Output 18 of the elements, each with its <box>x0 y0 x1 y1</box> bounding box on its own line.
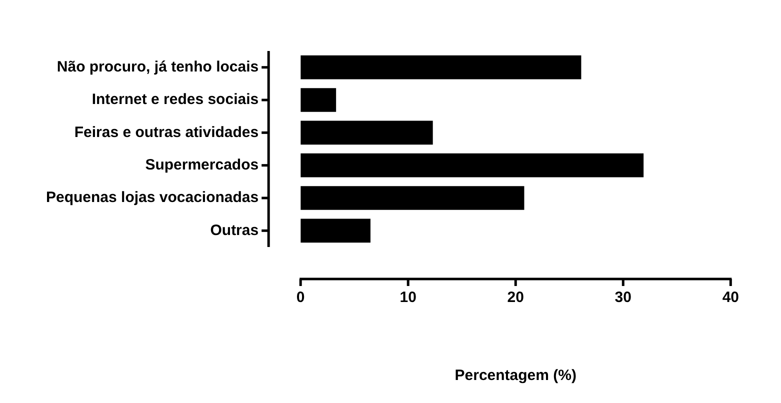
bar <box>300 88 336 112</box>
y-tick-label: Pequenas lojas vocacionadas <box>46 189 259 206</box>
y-tick-label: Feiras e outras atividades <box>74 124 259 141</box>
y-tick-label: Não procuro, já tenho locais <box>56 58 259 76</box>
x-tick-label: 10 <box>400 289 416 306</box>
y-tick-label: Supermercados <box>145 156 259 174</box>
bar <box>300 55 582 80</box>
x-tick-label: 30 <box>614 289 632 306</box>
bar <box>300 186 524 210</box>
bar <box>300 153 644 178</box>
x-tick-label: 40 <box>722 289 739 306</box>
x-tick-label: 0 <box>296 289 305 306</box>
x-tick-label: 20 <box>507 289 524 306</box>
bar <box>300 120 433 145</box>
y-tick-label: Internet e redes sociais <box>92 91 259 108</box>
x-axis-title: Percentagem (%) <box>454 367 576 384</box>
bar <box>300 218 370 243</box>
y-tick-label: Outras <box>210 222 259 239</box>
